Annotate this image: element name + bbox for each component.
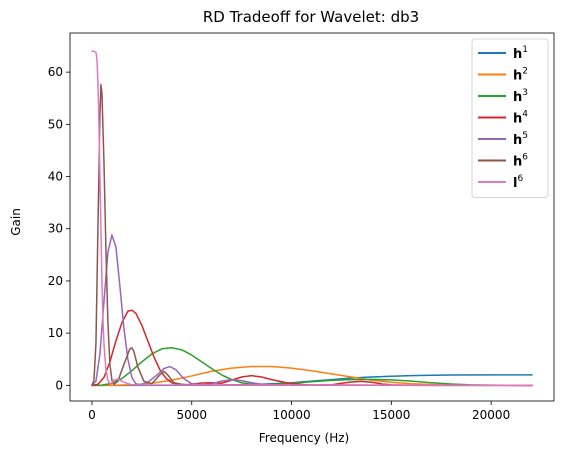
y-tick-label: 30 xyxy=(48,222,63,236)
legend-superscript: 6 xyxy=(522,153,528,163)
legend-superscript: 5 xyxy=(522,131,528,141)
chart-title: RD Tradeoff for Wavelet: db3 xyxy=(203,8,419,26)
series-line-4 xyxy=(91,309,533,387)
legend-superscript: 4 xyxy=(522,110,528,120)
legend-superscript: 6 xyxy=(517,174,523,184)
legend-box xyxy=(471,38,549,198)
legend-superscript: 3 xyxy=(522,88,528,98)
x-tick-label: 20000 xyxy=(472,408,510,422)
series-line-7 xyxy=(91,50,533,387)
x-tick-label: 0 xyxy=(88,408,96,422)
y-tick-label: 50 xyxy=(48,117,63,131)
y-tick-label: 0 xyxy=(55,378,63,392)
legend-superscript: 2 xyxy=(522,67,528,77)
series-line-3 xyxy=(91,347,533,387)
y-tick-label: 20 xyxy=(48,274,63,288)
series-line-5 xyxy=(91,234,533,387)
y-tick-label: 10 xyxy=(48,326,63,340)
axes-frame xyxy=(69,32,555,402)
legend-entry-7: l6 xyxy=(513,174,523,191)
y-tick-label: 40 xyxy=(48,170,63,184)
y-axis-label: Gain xyxy=(9,208,23,236)
plot-area: 0 5000 10000 15000 20000 0 10 20 30 40 50 60 xyxy=(48,32,555,422)
x-tick-label: 5000 xyxy=(176,408,207,422)
legend-superscript: 1 xyxy=(522,45,528,55)
x-tick-label: 15000 xyxy=(372,408,410,422)
series-line-6 xyxy=(91,83,533,387)
x-tick-label: 10000 xyxy=(272,408,310,422)
y-tick-label: 60 xyxy=(48,65,63,79)
x-axis-label: Frequency (Hz) xyxy=(259,431,350,445)
